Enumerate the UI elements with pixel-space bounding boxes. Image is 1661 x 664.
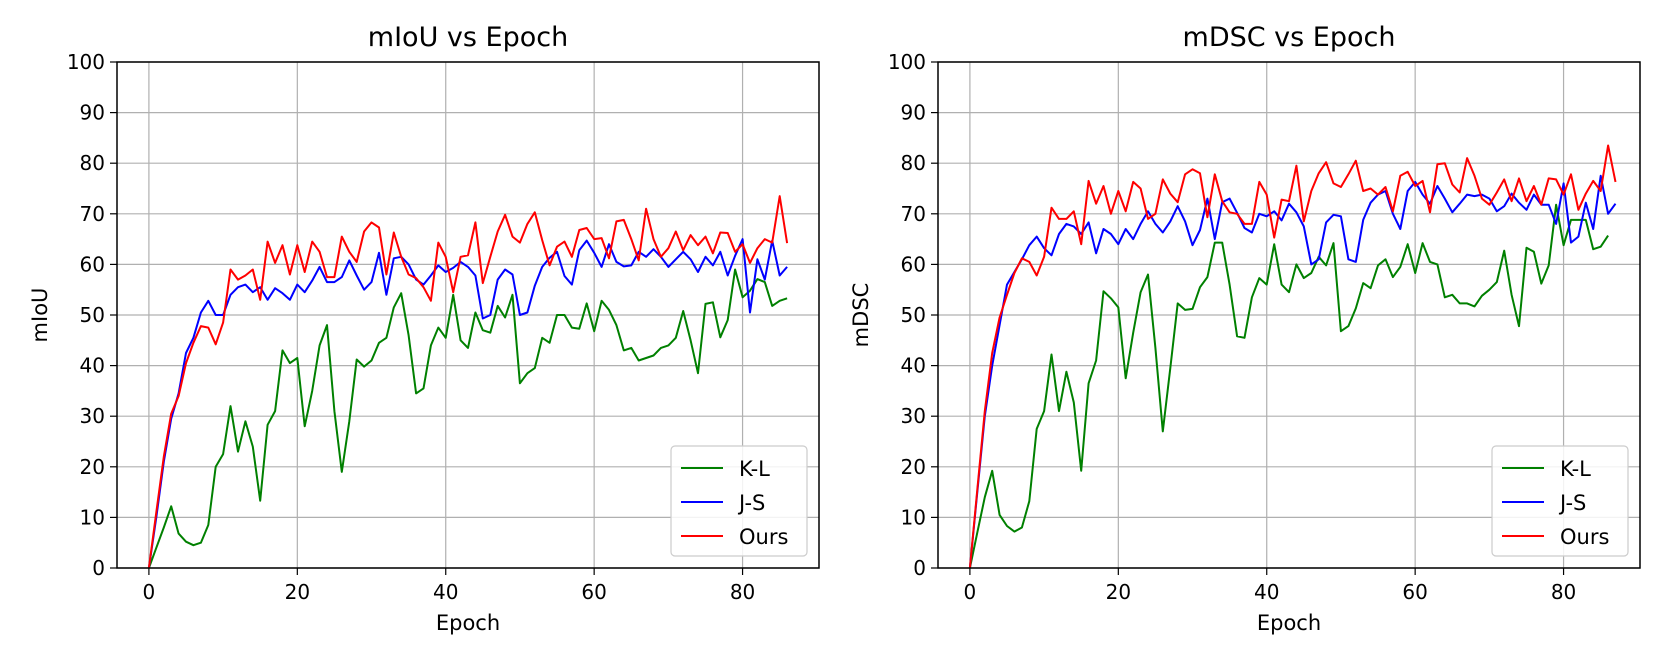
y-tick-label: 60 — [901, 252, 926, 276]
y-tick-label: 90 — [901, 101, 926, 125]
js-series-line — [147, 238, 788, 569]
legend-box — [1491, 445, 1629, 557]
y-tick-label: 30 — [901, 404, 926, 428]
plot-frame — [116, 61, 820, 569]
y-tick-label: 70 — [80, 202, 105, 226]
chart-title: mIoU vs Epoch — [368, 22, 568, 53]
x-tick-label: 60 — [581, 580, 606, 604]
y-tick-label: 40 — [901, 354, 926, 378]
legend: K-L J-S Ours — [670, 445, 808, 557]
ours-series-line — [968, 144, 1617, 569]
legend-label: J-S — [1558, 491, 1586, 515]
x-tick-label: 40 — [433, 580, 458, 604]
x-tick-label: 60 — [1402, 580, 1427, 604]
y-tick-label: 0 — [92, 556, 105, 580]
y-axis-label: mDSC — [849, 283, 873, 348]
x-axis-label: Epoch — [436, 611, 500, 635]
y-axis-label: mIoU — [28, 288, 52, 343]
x-tick-label: 20 — [285, 580, 310, 604]
y-tick-label: 100 — [67, 50, 105, 74]
y-tick-label: 40 — [80, 354, 105, 378]
x-axis-label: Epoch — [1257, 611, 1321, 635]
y-tick-label: 80 — [901, 151, 926, 175]
y-tick-label: 90 — [80, 101, 105, 125]
y-tick-label: 50 — [80, 303, 105, 327]
y-tick-label: 0 — [913, 556, 926, 580]
chart-title: mDSC vs Epoch — [1183, 22, 1396, 53]
legend-label: Ours — [1560, 525, 1609, 549]
legend-box — [670, 445, 808, 557]
miou-chart-panel: 0 10 20 30 40 50 60 70 80 90 100 0 20 40 60 80 mIoU vs E… — [28, 22, 820, 635]
y-tick-label: 10 — [901, 505, 926, 529]
plot-frame — [937, 61, 1641, 569]
legend-label: J-S — [737, 491, 765, 515]
kl-series-line — [968, 203, 1609, 569]
y-tick-label: 60 — [80, 252, 105, 276]
legend-label: K-L — [1560, 457, 1591, 481]
legend-label: K-L — [739, 457, 770, 481]
mdsc-chart-panel: 0 10 20 30 40 50 60 70 80 90 100 0 20 40 60 80 mDSC vs E… — [849, 22, 1641, 635]
x-tick-label: 0 — [143, 580, 156, 604]
x-tick-label: 80 — [730, 580, 755, 604]
y-tick-label: 10 — [80, 505, 105, 529]
legend: K-L J-S Ours — [1491, 445, 1629, 557]
y-tick-label: 80 — [80, 151, 105, 175]
y-tick-label: 20 — [80, 455, 105, 479]
ours-series-line — [147, 195, 789, 569]
kl-series-line — [147, 268, 788, 569]
x-tick-label: 80 — [1551, 580, 1576, 604]
y-tick-label: 50 — [901, 303, 926, 327]
y-tick-label: 20 — [901, 455, 926, 479]
legend-label: Ours — [739, 525, 788, 549]
x-tick-label: 0 — [964, 580, 977, 604]
x-tick-label: 20 — [1106, 580, 1131, 604]
x-tick-label: 40 — [1254, 580, 1279, 604]
y-tick-label: 100 — [888, 50, 926, 74]
y-tick-label: 30 — [80, 404, 105, 428]
y-tick-label: 70 — [901, 202, 926, 226]
